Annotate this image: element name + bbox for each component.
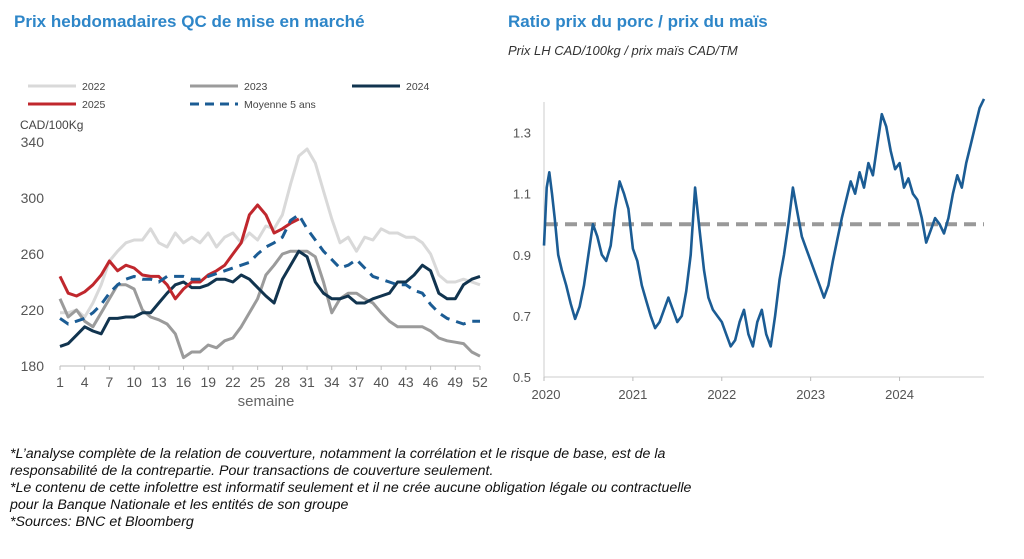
legend-label: 2024 <box>406 81 430 93</box>
y-tick-label: 220 <box>21 302 45 318</box>
y-tick-label: 180 <box>21 358 45 374</box>
x-tick-label: 1 <box>56 374 64 390</box>
legend-label: 2025 <box>82 99 106 111</box>
x-tick-label: 10 <box>126 374 142 390</box>
y-tick-label: 260 <box>21 246 45 262</box>
x-tick-label: 25 <box>250 374 266 390</box>
footnote-line: pour la Banque Nationale et les entités … <box>10 497 349 513</box>
x-tick-label: 40 <box>373 374 389 390</box>
x-tick-label: 2023 <box>796 387 825 402</box>
x-tick-label: 13 <box>151 374 167 390</box>
y-tick-label: 0.9 <box>513 248 531 263</box>
hog-corn-ratio-chart: 0.5 0.7 0.9 1.1 1.3 2020 2021 2022 2023 2024 <box>513 98 986 402</box>
x-tick-label: 19 <box>200 374 216 390</box>
right-chart-title: Ratio prix du porc / prix du maïs <box>508 12 768 31</box>
x-tick-label: 2021 <box>618 387 647 402</box>
weekly-price-chart: 2022 2023 2024 2025 Moyenne 5 ans CAD/100Kg 18… <box>20 81 488 410</box>
series-line <box>58 203 300 301</box>
y-tick-label: 340 <box>21 134 45 150</box>
y-tick-label: 0.7 <box>513 309 531 324</box>
footnotes: *L’analyse complète de la relation de co… <box>10 446 1010 531</box>
x-tick-label: 4 <box>81 374 89 390</box>
footnote-line: *L’analyse complète de la relation de co… <box>10 446 666 462</box>
legend-label: 2022 <box>82 81 106 93</box>
x-tick-label: 52 <box>472 374 488 390</box>
x-tick-label: 2022 <box>707 387 736 402</box>
series-line <box>542 98 986 348</box>
series-line <box>59 213 480 326</box>
legend-label: 2023 <box>244 81 268 93</box>
x-tick-label: 37 <box>349 374 365 390</box>
x-axis-label: semaine <box>238 393 295 410</box>
right-chart-subtitle: Prix LH CAD/100kg / prix maïs CAD/TM <box>508 43 738 58</box>
y-tick-label: 0.5 <box>513 370 531 385</box>
x-tick-label: 16 <box>176 374 192 390</box>
footnote-line: *Le contenu de cette infolettre est info… <box>10 480 692 496</box>
footnote-line: *Sources: BNC et Bloomberg <box>10 514 194 530</box>
x-tick-label: 31 <box>299 374 315 390</box>
series-line <box>59 249 481 348</box>
left-chart-title: Prix hebdomadaires QC de mise en marché <box>14 12 365 31</box>
x-tick-label: 46 <box>423 374 439 390</box>
x-tick-label: 2020 <box>532 387 561 402</box>
footnote-line: responsabilité de la contrepartie. Pour … <box>10 463 494 479</box>
y-tick-label: 1.1 <box>513 187 531 202</box>
x-tick-label: 43 <box>398 374 414 390</box>
y-tick-label: 1.3 <box>513 126 531 141</box>
x-tick-label: 2024 <box>885 387 914 402</box>
x-tick-label: 34 <box>324 374 340 390</box>
x-tick-label: 22 <box>225 374 241 390</box>
y-tick-label: 300 <box>21 190 45 206</box>
x-tick-label: 49 <box>448 374 464 390</box>
y-axis-label: CAD/100Kg <box>20 118 83 132</box>
x-tick-label: 7 <box>106 374 114 390</box>
x-tick-label: 28 <box>275 374 291 390</box>
legend-label: Moyenne 5 ans <box>244 99 316 111</box>
series-line <box>58 249 481 360</box>
